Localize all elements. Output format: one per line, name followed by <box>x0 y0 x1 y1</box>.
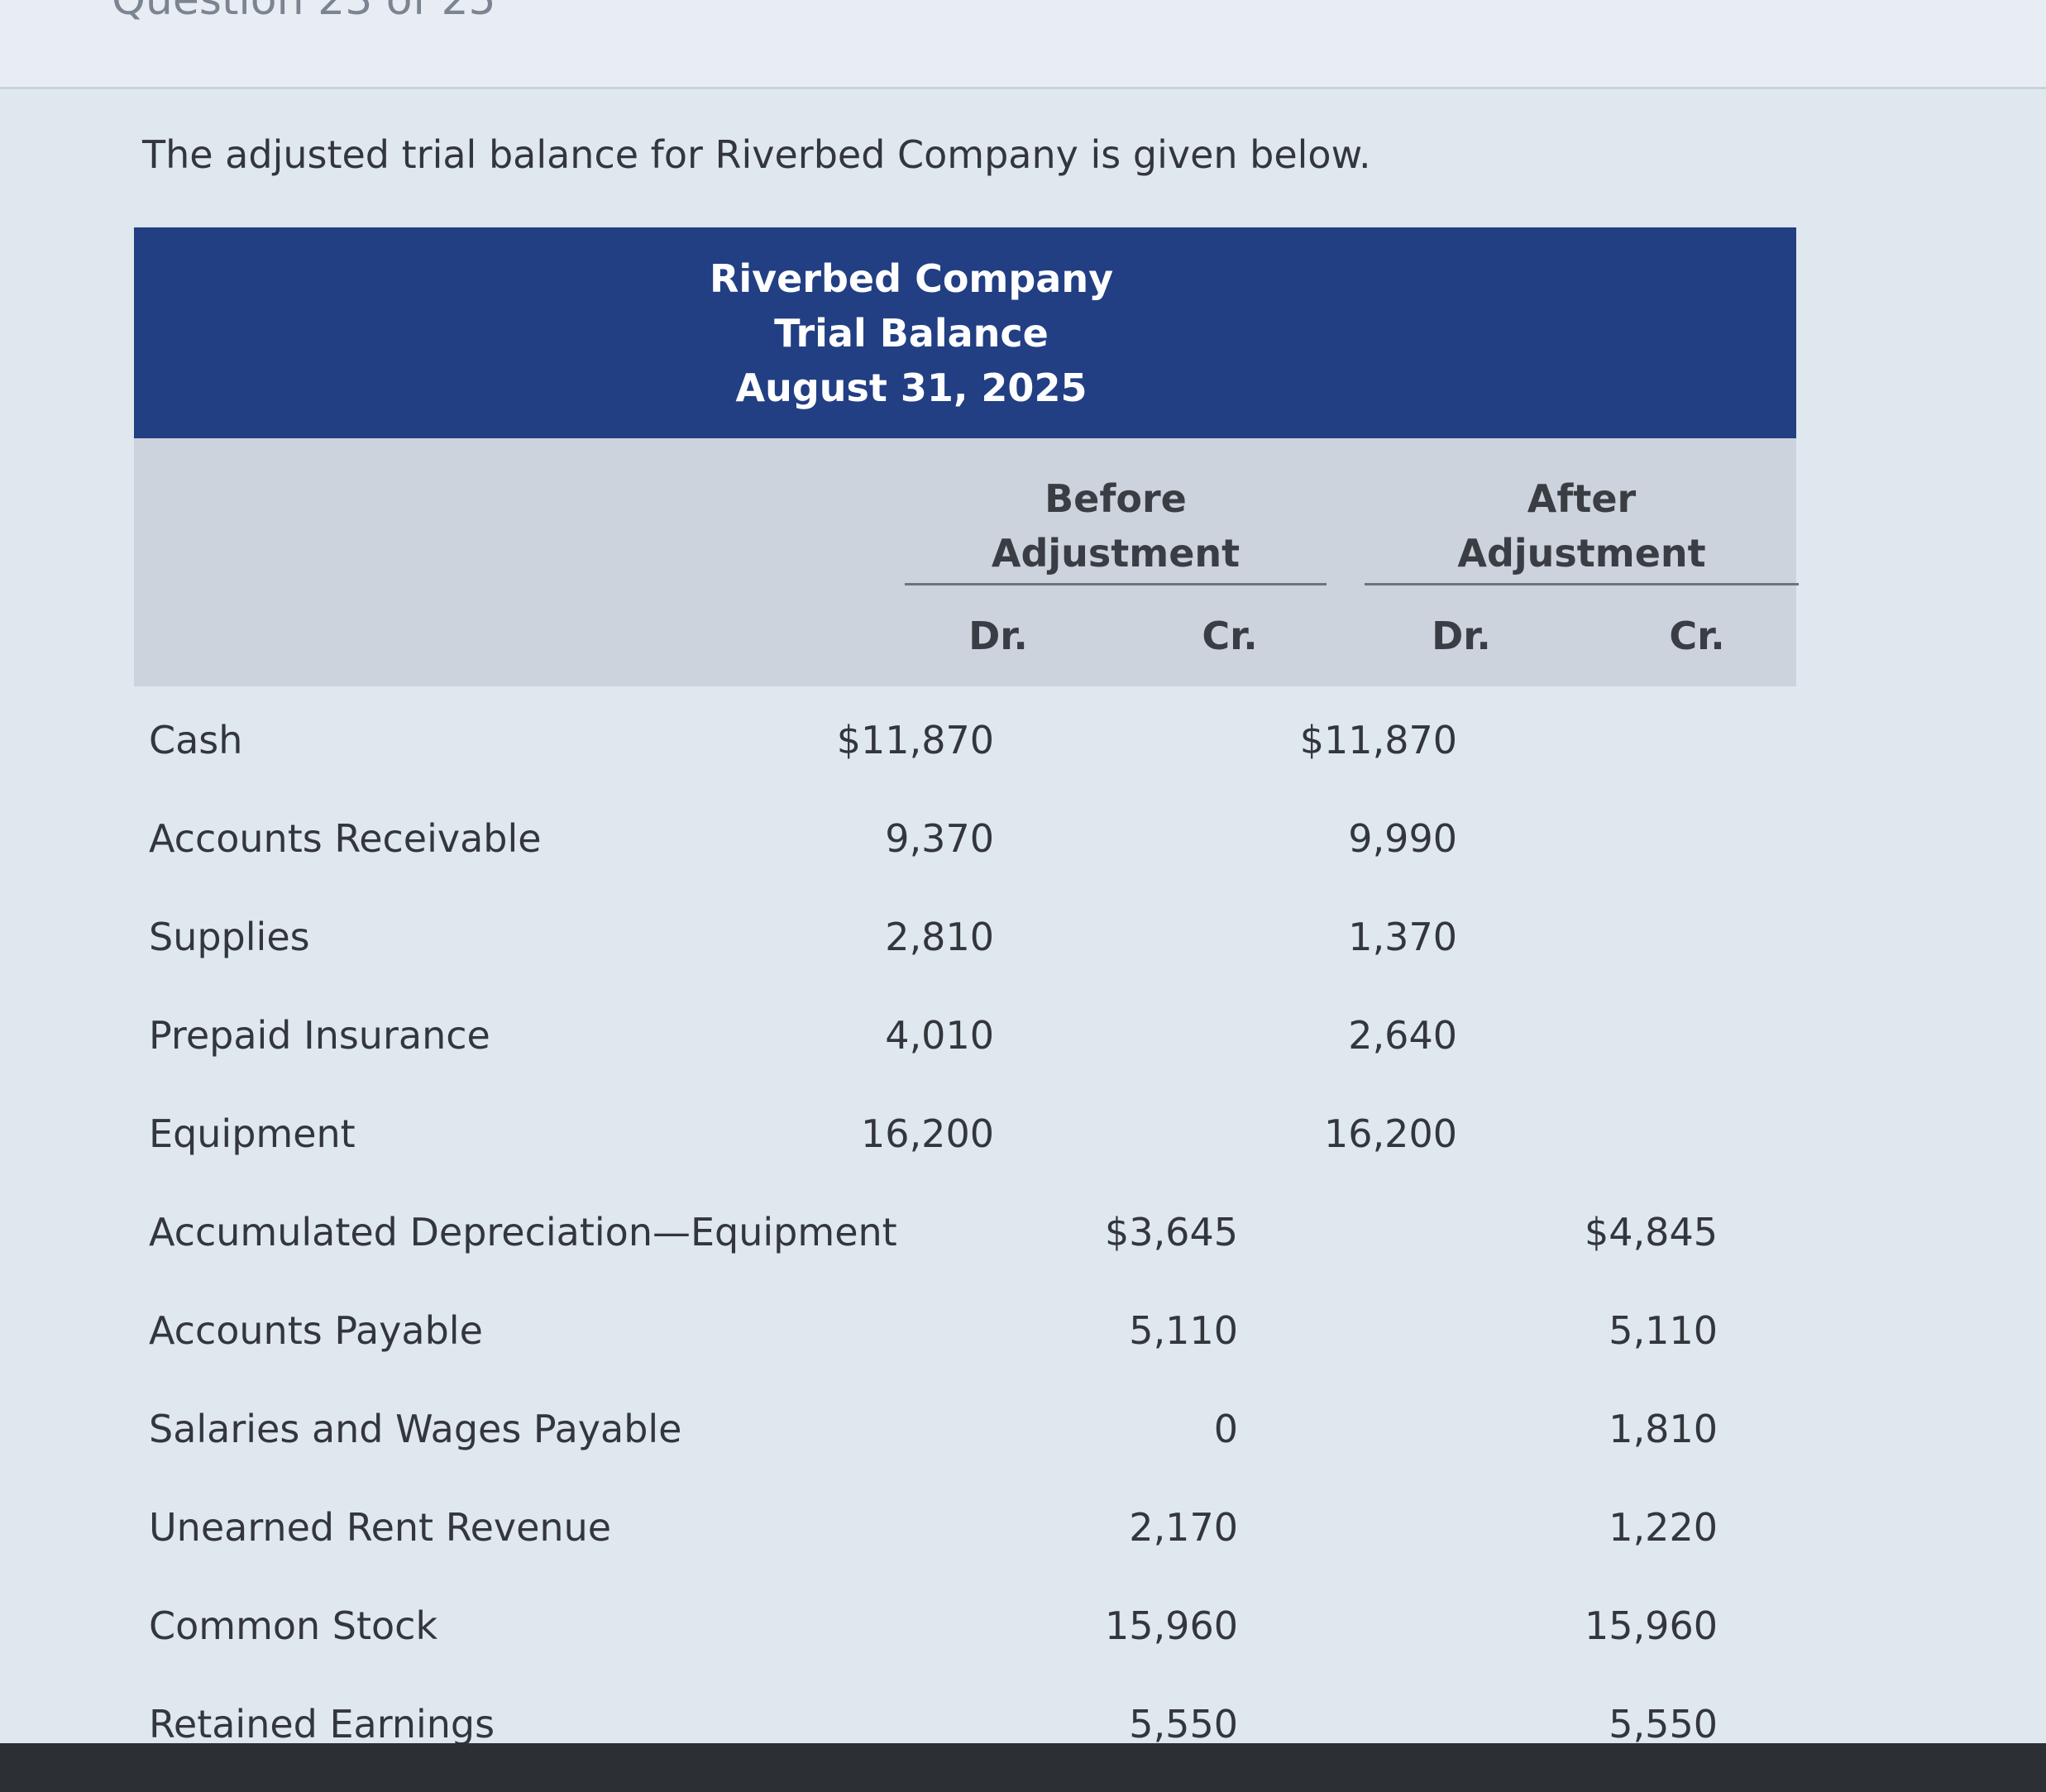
after-debit-amount: 16,200 <box>1324 1111 1457 1156</box>
before-debit-amount: 9,370 <box>885 816 994 861</box>
account-name: Unearned Rent Revenue <box>149 1505 612 1550</box>
company-name: Riverbed Company <box>709 256 1114 301</box>
table-row: Cash $11,870 $11,870 <box>134 686 1796 785</box>
account-name: Accumulated Depreciation—Equipment <box>149 1210 897 1254</box>
before-credit-amount: 5,550 <box>1129 1702 1238 1747</box>
before-debit-amount: 4,010 <box>885 1013 994 1058</box>
table-row: Unearned Rent Revenue 2,170 1,220 <box>134 1474 1796 1572</box>
before-credit-header: Cr. <box>1202 614 1258 658</box>
table-row: Salaries and Wages Payable 0 1,810 <box>134 1375 1796 1474</box>
after-credit-amount: $4,845 <box>1585 1210 1718 1254</box>
statement-date: August 31, 2025 <box>735 365 1088 410</box>
after-debit-header: Dr. <box>1432 614 1491 658</box>
column-headers: Before Adjustment After Adjustment Dr. C… <box>134 438 1799 686</box>
account-name: Common Stock <box>149 1603 438 1648</box>
statement-name: Trial Balance <box>774 310 1049 356</box>
account-name: Equipment <box>149 1111 356 1156</box>
after-debit-amount: $11,870 <box>1299 718 1457 762</box>
before-debit-header: Dr. <box>968 614 1028 658</box>
account-name: Retained Earnings <box>149 1702 495 1747</box>
account-name: Accounts Receivable <box>149 816 542 861</box>
question-counter: Question 23 of 25 <box>112 0 496 25</box>
account-name: Cash <box>149 718 243 762</box>
table-row: Retained Earnings 5,550 5,550 <box>134 1670 1796 1769</box>
before-debit-amount: 2,810 <box>885 915 994 959</box>
screen-bottom-edge <box>0 1743 2046 1792</box>
table-row: Accounts Payable 5,110 5,110 <box>134 1277 1796 1375</box>
after-credit-amount: 5,550 <box>1609 1702 1718 1747</box>
account-name: Salaries and Wages Payable <box>149 1407 682 1451</box>
table-row: Prepaid Insurance 4,010 2,640 <box>134 982 1796 1080</box>
account-name: Supplies <box>149 915 310 959</box>
after-debit-amount: 2,640 <box>1348 1013 1457 1058</box>
after-adjustment-header: After Adjustment <box>1457 476 1706 576</box>
table-title-band: Riverbed Company Trial Balance August 31… <box>134 227 1796 438</box>
before-credit-amount: 15,960 <box>1105 1603 1238 1648</box>
after-header-rule <box>1365 583 1799 585</box>
account-name: Prepaid Insurance <box>149 1013 490 1058</box>
table-body: Cash $11,870 $11,870 Accounts Receivable 9,3… <box>134 686 1796 1769</box>
before-debit-amount: $11,870 <box>836 718 994 762</box>
after-debit-amount: 1,370 <box>1348 915 1457 959</box>
table-row: Supplies 2,810 1,370 <box>134 883 1796 982</box>
top-bar: Question 23 of 25 <box>0 0 2046 89</box>
after-credit-header: Cr. <box>1669 614 1725 658</box>
after-credit-amount: 1,810 <box>1609 1407 1718 1451</box>
after-credit-amount: 15,960 <box>1585 1603 1718 1648</box>
before-debit-amount: 16,200 <box>861 1111 994 1156</box>
after-credit-amount: 5,110 <box>1609 1308 1718 1353</box>
question-intro: The adjusted trial balance for Riverbed … <box>142 132 1371 177</box>
table-row: Equipment 16,200 16,200 <box>134 1080 1796 1178</box>
before-credit-amount: 5,110 <box>1129 1308 1238 1353</box>
table-row: Common Stock 15,960 15,960 <box>134 1572 1796 1670</box>
table-row: Accumulated Depreciation—Equipment $3,645… <box>134 1178 1796 1277</box>
before-header-rule <box>905 583 1327 585</box>
account-name: Accounts Payable <box>149 1308 483 1353</box>
before-adjustment-header: Before Adjustment <box>991 476 1241 576</box>
trial-balance-table: Riverbed Company Trial Balance August 31… <box>134 227 1799 1769</box>
before-credit-amount: $3,645 <box>1105 1210 1238 1254</box>
table-row: Accounts Receivable 9,370 9,990 <box>134 785 1796 883</box>
after-credit-amount: 1,220 <box>1609 1505 1718 1550</box>
before-credit-amount: 0 <box>1213 1407 1238 1451</box>
after-debit-amount: 9,990 <box>1348 816 1457 861</box>
before-credit-amount: 2,170 <box>1129 1505 1238 1550</box>
